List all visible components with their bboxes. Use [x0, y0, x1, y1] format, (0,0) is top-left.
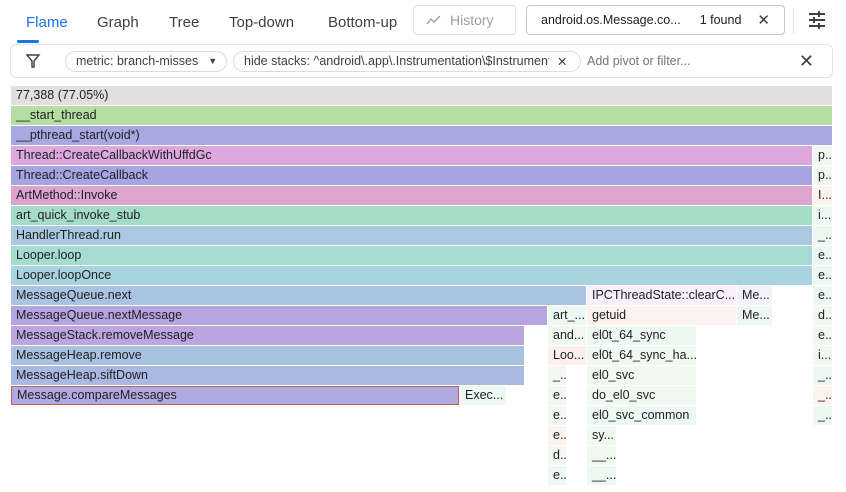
close-icon[interactable]: ✕: [798, 50, 814, 71]
close-icon[interactable]: ✕: [557, 54, 568, 69]
flame-frame[interactable]: I...: [813, 186, 832, 205]
flame-frame[interactable]: Looper.loopOnce: [11, 266, 812, 285]
flame-frame[interactable]: e..: [813, 286, 832, 305]
flame-frame[interactable]: e..: [813, 266, 832, 285]
flame-frame[interactable]: 77,388 (77.05%): [11, 86, 832, 105]
tab-underline: [17, 40, 39, 43]
trend-icon: [426, 15, 441, 25]
flame-frame[interactable]: e..: [548, 386, 566, 405]
flame-frame[interactable]: Thread::CreateCallbackWithUffdGc: [11, 146, 812, 165]
flame-frame[interactable]: __start_thread: [11, 106, 832, 125]
flame-frame[interactable]: MessageHeap.remove: [11, 346, 524, 365]
flame-frame[interactable]: _...: [813, 226, 832, 245]
flame-frame[interactable]: _...: [813, 386, 832, 405]
flame-frame[interactable]: Exec...: [460, 386, 506, 405]
filter-icon[interactable]: [25, 53, 41, 69]
tune-icon[interactable]: [806, 9, 828, 31]
flame-frame-highlighted[interactable]: Message.compareMessages: [11, 386, 459, 405]
flame-frame[interactable]: _...: [548, 366, 566, 385]
tab-top-down[interactable]: Top-down: [229, 14, 295, 31]
flame-frame[interactable]: e..: [548, 466, 566, 485]
flame-frame[interactable]: el0t_64_sync_ha...: [587, 346, 696, 365]
flame-frame[interactable]: MessageQueue.nextMessage: [11, 306, 547, 325]
flame-frame[interactable]: e..: [548, 426, 566, 445]
flame-frame[interactable]: e..: [548, 406, 566, 425]
flame-frame[interactable]: sy...: [587, 426, 616, 445]
tab-flame[interactable]: Flame: [26, 14, 68, 31]
flame-frame[interactable]: Me...: [737, 306, 772, 325]
close-icon[interactable]: ✕: [757, 12, 770, 29]
history-button[interactable]: History: [413, 5, 516, 35]
flame-frame[interactable]: IPCThreadState::clearC...: [587, 286, 736, 305]
flame-frame[interactable]: _...: [813, 406, 832, 425]
flame-frame[interactable]: MessageStack.removeMessage: [11, 326, 524, 345]
history-label: History: [450, 12, 494, 28]
divider: [793, 8, 794, 34]
flame-frame[interactable]: do_el0_svc: [587, 386, 696, 405]
flame-frame[interactable]: el0t_64_sync: [587, 326, 696, 345]
metric-chip-label: metric: branch-misses: [76, 54, 199, 68]
flame-frame[interactable]: __pthread_start(void*): [11, 126, 832, 145]
tab-bottom-up[interactable]: Bottom-up: [328, 14, 398, 31]
metric-chip[interactable]: metric: branch-misses ▼: [65, 50, 227, 72]
flame-frame[interactable]: d..: [813, 306, 832, 325]
flame-frame[interactable]: MessageHeap.siftDown: [11, 366, 524, 385]
flame-frame[interactable]: p..: [813, 146, 832, 165]
hide-stacks-chip-label: hide stacks: ^android\.app\.Instrumentat…: [244, 54, 549, 68]
flame-frame[interactable]: Me...: [737, 286, 772, 305]
flame-frame[interactable]: i...: [813, 206, 832, 225]
flame-frame[interactable]: MessageQueue.next: [11, 286, 586, 305]
flame-frame[interactable]: Looper.loop: [11, 246, 812, 265]
flame-frame[interactable]: __...: [587, 466, 616, 485]
flame-frame[interactable]: art_quick_invoke_stub: [11, 206, 812, 225]
flame-frame[interactable]: art_...: [548, 306, 586, 325]
flame-frame[interactable]: _...: [813, 366, 832, 385]
flame-frame[interactable]: el0_svc: [587, 366, 696, 385]
flame-frame[interactable]: el0_svc_common: [587, 406, 696, 425]
flame-frame[interactable]: e..: [813, 326, 832, 345]
flame-frame[interactable]: d..: [548, 446, 566, 465]
search-query: android.os.Message.co...: [541, 13, 681, 27]
flame-frame[interactable]: i...: [813, 346, 832, 365]
flame-frame[interactable]: p..: [813, 166, 832, 185]
flame-frame[interactable]: ArtMethod::Invoke: [11, 186, 812, 205]
hide-stacks-chip[interactable]: hide stacks: ^android\.app\.Instrumentat…: [233, 50, 581, 72]
flame-frame[interactable]: and...: [548, 326, 586, 345]
search-match-count: 1 found: [699, 13, 742, 27]
tab-tree[interactable]: Tree: [169, 14, 200, 31]
flame-frame[interactable]: HandlerThread.run: [11, 226, 812, 245]
pivot-filter-input[interactable]: [587, 54, 799, 68]
flame-frame[interactable]: Loo...: [548, 346, 586, 365]
flame-frame[interactable]: getuid: [587, 306, 736, 325]
search-input[interactable]: android.os.Message.co... 1 found ✕: [526, 5, 785, 35]
dropdown-arrow-icon: ▼: [208, 56, 218, 66]
flame-frame[interactable]: __...: [587, 446, 616, 465]
flame-frame[interactable]: e..: [813, 246, 832, 265]
flame-frame[interactable]: Thread::CreateCallback: [11, 166, 812, 185]
filter-bar: metric: branch-misses ▼ hide stacks: ^an…: [10, 44, 833, 78]
tab-graph[interactable]: Graph: [97, 14, 139, 31]
